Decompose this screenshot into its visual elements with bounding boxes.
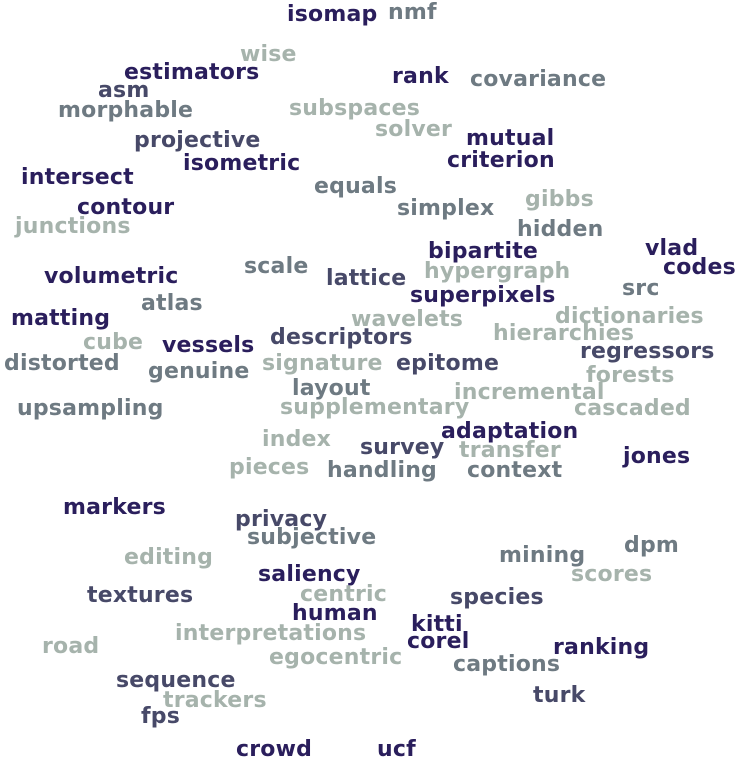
- word-src: src: [622, 276, 660, 301]
- word-lattice: lattice: [326, 266, 407, 291]
- word-isometric: isometric: [183, 151, 301, 176]
- word-context: context: [467, 458, 563, 483]
- word-layout: layout: [292, 376, 371, 401]
- word-codes: codes: [663, 255, 736, 280]
- word-textures: textures: [87, 583, 194, 608]
- word-markers: markers: [63, 495, 166, 520]
- word-junctions: junctions: [15, 214, 131, 239]
- word-egocentric: egocentric: [269, 645, 403, 670]
- word-cascaded: cascaded: [574, 396, 691, 421]
- word-subjective: subjective: [247, 525, 377, 550]
- word-superpixels: superpixels: [410, 283, 556, 308]
- word-interpretations: interpretations: [175, 621, 367, 646]
- word-descriptors: descriptors: [270, 325, 413, 350]
- word-subspaces: subspaces: [289, 96, 421, 121]
- word-dictionaries: dictionaries: [555, 304, 704, 329]
- word-nmf: nmf: [388, 0, 437, 25]
- word-scale: scale: [244, 254, 309, 279]
- word-intersect: intersect: [21, 165, 134, 190]
- word-equals: equals: [314, 174, 398, 199]
- word-species: species: [450, 585, 544, 610]
- word-estimators: estimators: [124, 60, 260, 85]
- word-jones: jones: [623, 444, 691, 469]
- word-vlad: vlad: [645, 236, 699, 261]
- word-atlas: atlas: [141, 291, 203, 316]
- word-wavelets: wavelets: [351, 307, 464, 332]
- word-upsampling: upsampling: [17, 396, 164, 421]
- word-scores: scores: [571, 562, 653, 587]
- word-trackers: trackers: [163, 688, 267, 713]
- word-incremental: incremental: [454, 380, 605, 405]
- word-kitti: kitti: [411, 612, 463, 637]
- word-captions: captions: [453, 652, 561, 677]
- word-asm: asm: [98, 78, 150, 103]
- word-forests: forests: [586, 363, 675, 388]
- word-bipartite: bipartite: [428, 239, 539, 264]
- word-turk: turk: [533, 683, 586, 708]
- word-ucf: ucf: [377, 737, 416, 762]
- word-privacy: privacy: [235, 507, 328, 532]
- word-criterion: criterion: [447, 148, 555, 173]
- word-solver: solver: [375, 117, 453, 142]
- word-signature: signature: [262, 351, 383, 376]
- word-covariance: covariance: [470, 67, 607, 92]
- word-isomap: isomap: [287, 2, 378, 27]
- word-rank: rank: [392, 64, 449, 89]
- word-hypergraph: hypergraph: [424, 259, 571, 284]
- word-contour: contour: [77, 195, 175, 220]
- word-mining: mining: [499, 543, 586, 568]
- word-pieces: pieces: [229, 455, 310, 480]
- word-transfer: transfer: [459, 438, 561, 463]
- word-road: road: [42, 634, 100, 659]
- word-editing: editing: [124, 545, 214, 570]
- word-centric: centric: [300, 582, 387, 607]
- word-regressors: regressors: [580, 339, 715, 364]
- word-crowd: crowd: [236, 737, 313, 762]
- word-adaptation: adaptation: [441, 419, 579, 444]
- word-sequence: sequence: [116, 668, 236, 693]
- word-supplementary: supplementary: [280, 395, 470, 420]
- word-cube: cube: [83, 330, 144, 355]
- word-epitome: epitome: [396, 351, 500, 376]
- word-simplex: simplex: [397, 196, 495, 221]
- word-corel: corel: [407, 629, 470, 654]
- word-matting: matting: [11, 306, 111, 331]
- word-human: human: [292, 601, 378, 626]
- word-dpm: dpm: [624, 533, 680, 558]
- word-genuine: genuine: [148, 359, 250, 384]
- word-morphable: morphable: [58, 98, 194, 123]
- word-saliency: saliency: [258, 562, 361, 587]
- word-distorted: distorted: [4, 351, 120, 376]
- word-volumetric: volumetric: [44, 264, 179, 289]
- word-gibbs: gibbs: [525, 187, 594, 212]
- word-mutual: mutual: [466, 126, 555, 151]
- word-index: index: [262, 427, 332, 452]
- word-hierarchies: hierarchies: [493, 321, 635, 346]
- word-ranking: ranking: [553, 635, 650, 660]
- word-handling: handling: [327, 458, 438, 483]
- word-hidden: hidden: [517, 217, 604, 242]
- word-projective: projective: [134, 128, 261, 153]
- word-fps: fps: [141, 704, 181, 729]
- word-survey: survey: [360, 435, 445, 460]
- word-vessels: vessels: [162, 333, 255, 358]
- word-wise: wise: [240, 42, 297, 67]
